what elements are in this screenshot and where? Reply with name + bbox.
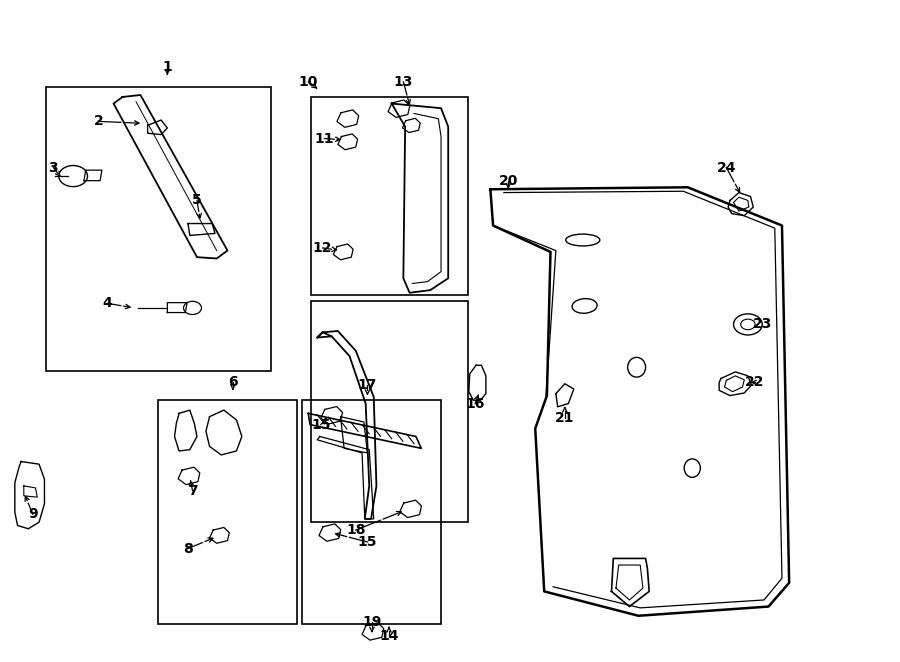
Text: 9: 9 bbox=[28, 507, 38, 521]
Text: 20: 20 bbox=[499, 173, 518, 188]
Text: 4: 4 bbox=[103, 297, 112, 310]
Text: 10: 10 bbox=[299, 75, 318, 89]
Text: 12: 12 bbox=[313, 241, 332, 255]
Bar bbox=[310, 97, 468, 295]
Text: 19: 19 bbox=[363, 616, 382, 630]
Text: 8: 8 bbox=[183, 542, 193, 555]
Text: 24: 24 bbox=[716, 160, 736, 175]
Text: 21: 21 bbox=[555, 411, 574, 425]
Text: 13: 13 bbox=[393, 75, 413, 89]
Bar bbox=[158, 401, 298, 624]
Text: 22: 22 bbox=[745, 375, 765, 389]
Text: 2: 2 bbox=[94, 115, 104, 128]
Text: 6: 6 bbox=[228, 375, 238, 389]
Text: 5: 5 bbox=[192, 193, 202, 207]
Text: 14: 14 bbox=[379, 628, 399, 643]
Text: 15: 15 bbox=[311, 418, 330, 432]
Bar bbox=[302, 401, 441, 624]
Text: 16: 16 bbox=[465, 397, 485, 410]
Text: 18: 18 bbox=[346, 523, 365, 537]
Text: 15: 15 bbox=[357, 535, 377, 549]
Bar bbox=[46, 87, 271, 371]
Text: 11: 11 bbox=[315, 132, 334, 146]
Bar bbox=[310, 301, 468, 522]
Text: 17: 17 bbox=[358, 378, 377, 392]
Text: 7: 7 bbox=[188, 483, 197, 498]
Text: 1: 1 bbox=[163, 60, 172, 74]
Text: 23: 23 bbox=[752, 317, 772, 332]
Text: 3: 3 bbox=[49, 160, 58, 175]
